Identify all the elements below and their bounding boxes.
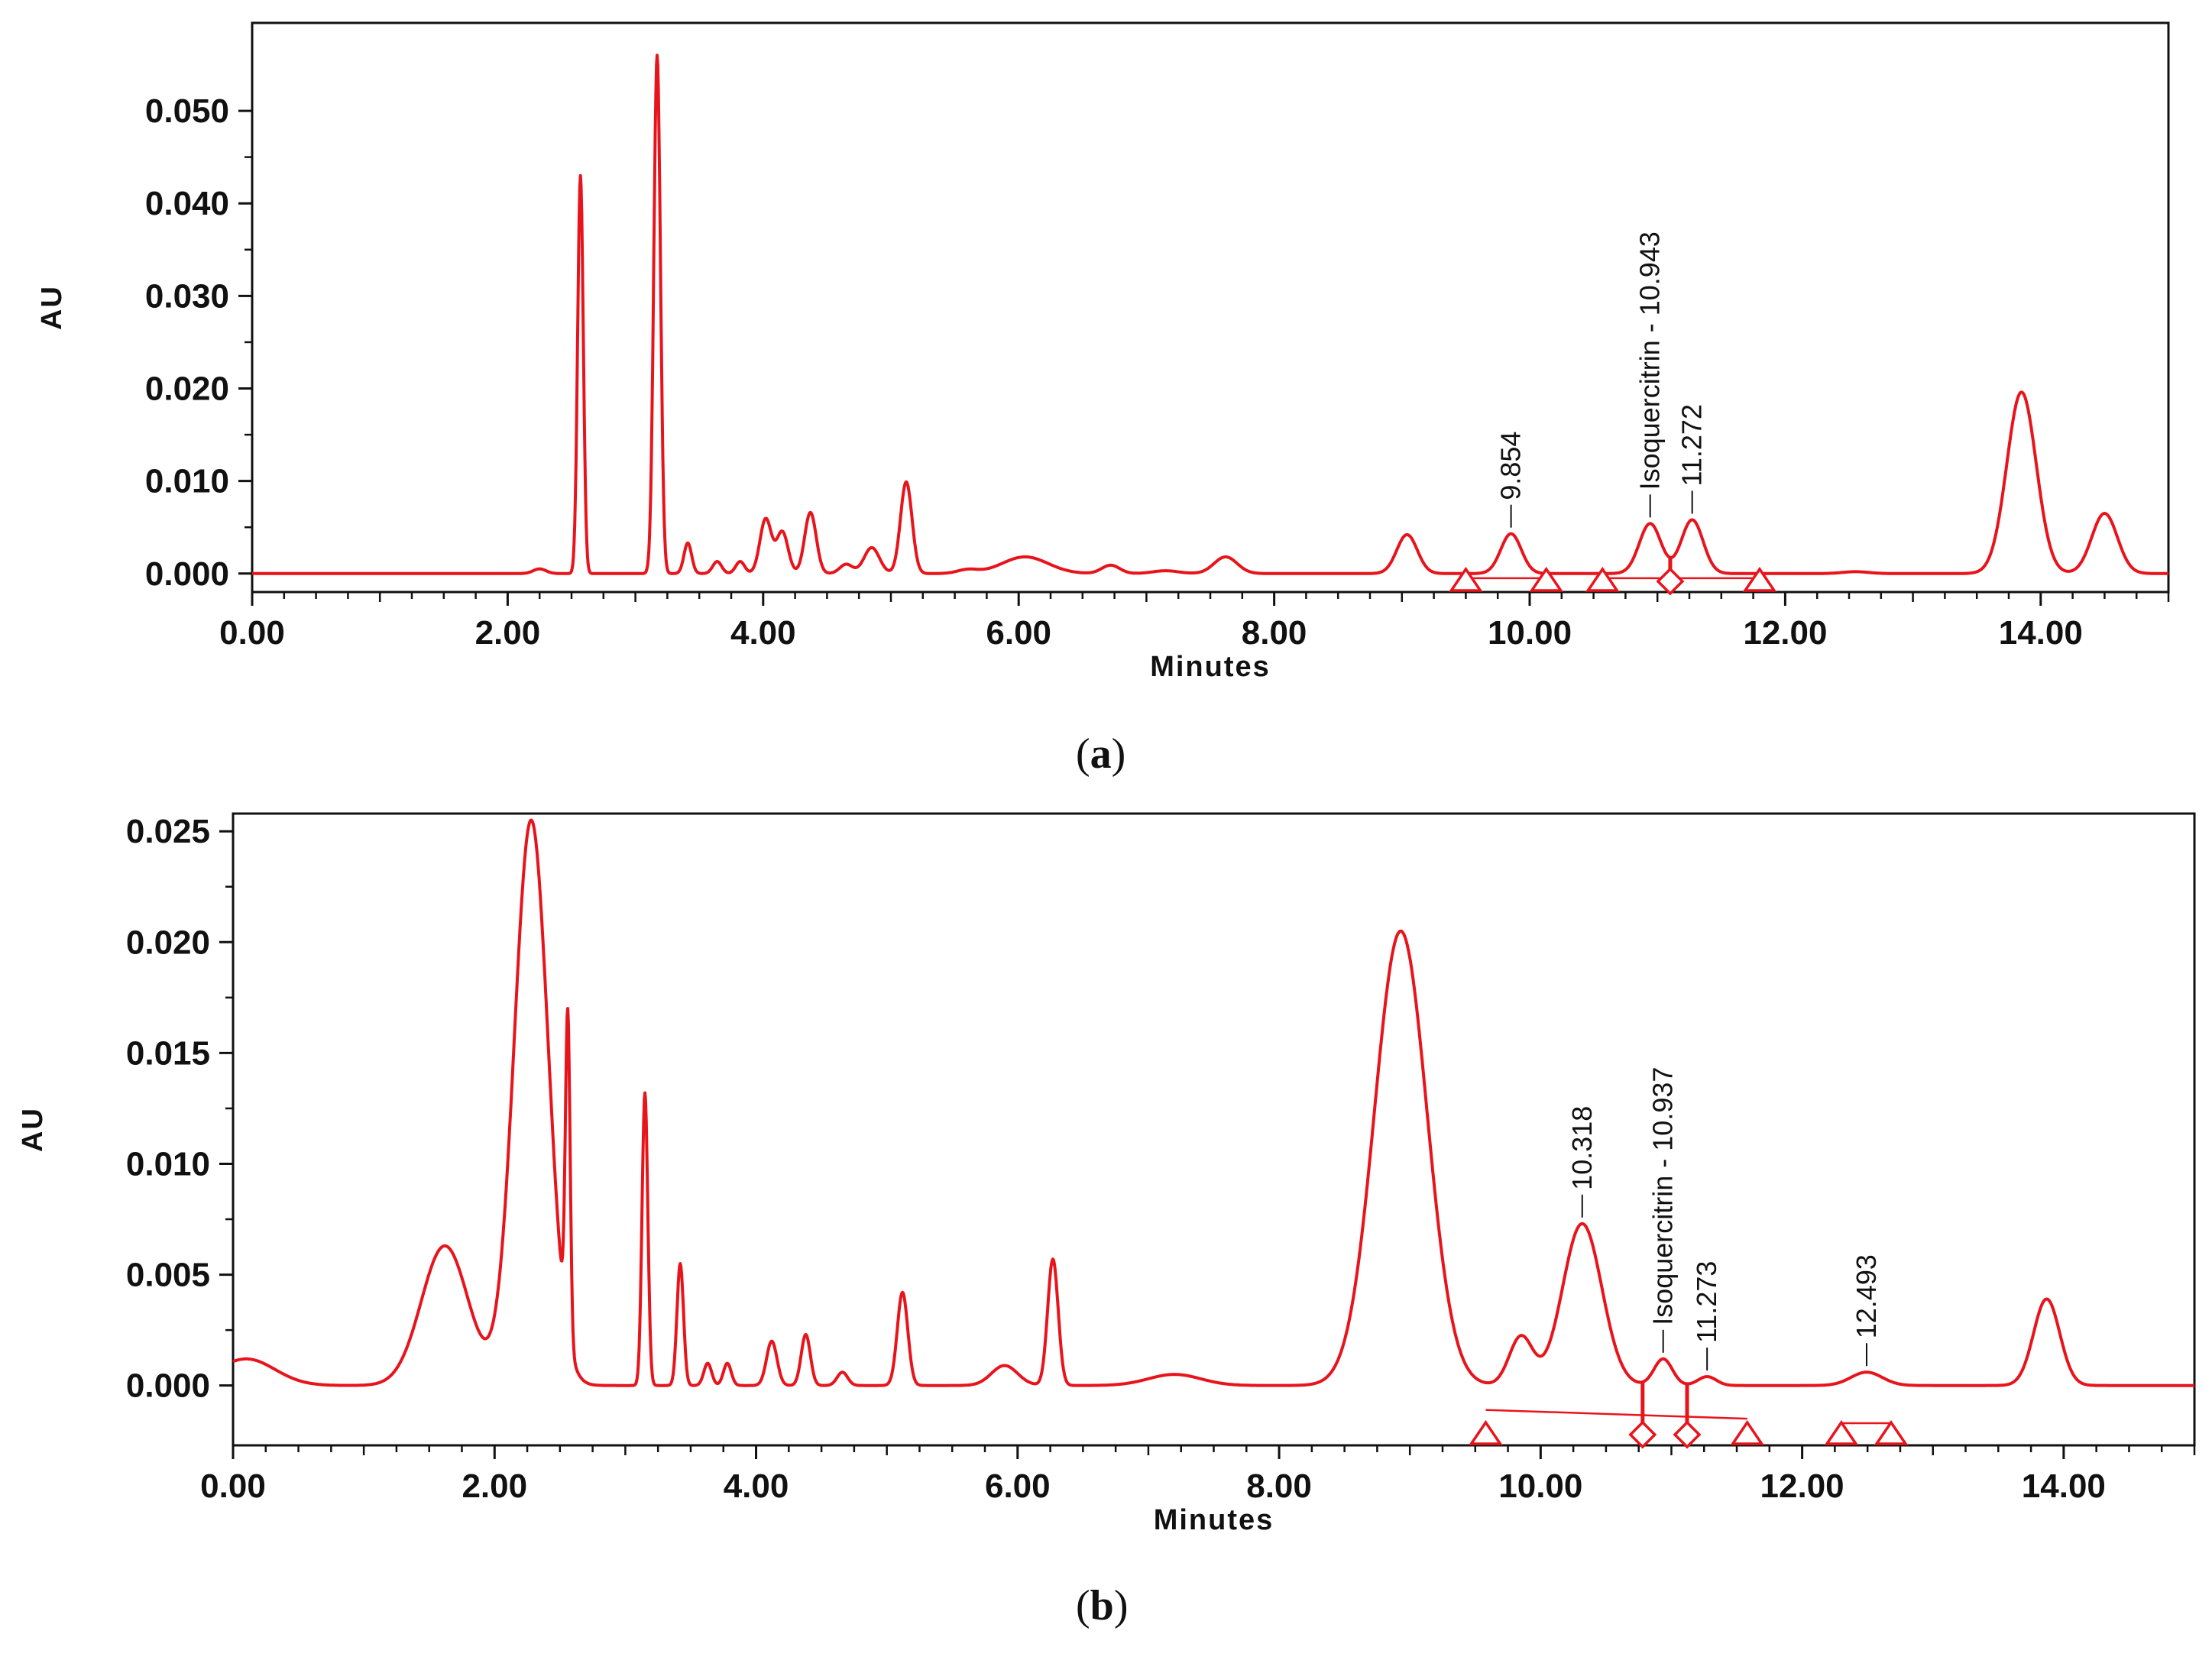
panel-a-caption: (a) <box>1076 730 1125 778</box>
triangle-marker <box>1824 1419 1859 1445</box>
caption-letter: b <box>1090 1582 1114 1629</box>
x-tick-label: 6.00 <box>986 614 1051 652</box>
caption-letter: a <box>1090 730 1112 778</box>
y-tick-label: 0.000 <box>145 555 229 593</box>
caption-open-paren: ( <box>1076 1582 1090 1629</box>
y-tick-label: 0.010 <box>145 463 229 500</box>
y-tick-label: 0.040 <box>145 185 229 222</box>
caption-close-paren: ) <box>1113 1582 1129 1629</box>
triangle-marker <box>1449 566 1483 592</box>
triangle-marker <box>1874 1419 1909 1445</box>
chromatogram-panel-a: 0.000 0.010 0.020 0.030 0.040 0.050 0.00 2.00 4.… <box>0 0 2212 810</box>
diamond-marker <box>1656 567 1685 596</box>
y-tick-label: 0.000 <box>126 1367 210 1405</box>
chromatogram-b-plot: 0.000 0.005 0.010 0.015 0.020 0.025 0.00 2.00 4.… <box>17 812 2196 1536</box>
triangle-marker <box>1585 566 1620 592</box>
x-tick-label: 4.00 <box>724 1467 789 1505</box>
chromatogram-trace <box>251 53 2170 575</box>
x-tick-label: 2.00 <box>462 1467 527 1505</box>
y-tick-label: 0.005 <box>126 1257 210 1294</box>
x-axis-title: Minutes <box>1150 651 1271 683</box>
diamond-marker <box>1628 1420 1657 1449</box>
y-axis-title: AU <box>17 1107 49 1152</box>
peak-retention-label: 10.318 <box>1566 1106 1598 1190</box>
peak-retention-label: 11.272 <box>1676 404 1708 486</box>
x-tick-label: 2.00 <box>475 614 541 652</box>
peak-retention-label: 12.493 <box>1851 1254 1882 1338</box>
caption-close-paren: ) <box>1111 730 1126 778</box>
triangle-marker <box>1529 566 1564 592</box>
x-tick-label: 8.00 <box>1242 614 1307 652</box>
peak-retention-label: Isoquercitrin - 10.943 <box>1634 231 1666 490</box>
y-tick-label: 0.050 <box>145 92 229 130</box>
x-tick-label: 12.00 <box>1743 614 1827 652</box>
triangle-marker <box>1742 566 1777 592</box>
plot-frame <box>251 21 2170 594</box>
y-tick-label: 0.025 <box>126 813 210 850</box>
x-tick-label: 4.00 <box>730 614 796 652</box>
x-axis-title: Minutes <box>1154 1504 1274 1536</box>
x-tick-label: 14.00 <box>1999 614 2083 652</box>
caption-open-paren: ( <box>1076 730 1090 778</box>
integration-baseline <box>1485 1409 1747 1420</box>
y-axis-title: AU <box>36 285 68 330</box>
y-tick-label: 0.020 <box>145 370 229 407</box>
x-tick-label: 8.00 <box>1246 1467 1312 1505</box>
y-tick-label: 0.010 <box>126 1145 210 1183</box>
y-tick-label: 0.015 <box>126 1034 210 1072</box>
chromatogram-panel-b: 0.000 0.005 0.010 0.015 0.020 0.025 0.00 2.00 4.… <box>0 810 2212 1660</box>
triangle-marker <box>1730 1419 1765 1445</box>
panel-b-caption: (b) <box>1076 1581 1128 1630</box>
diamond-marker <box>1673 1420 1702 1449</box>
plot-frame <box>232 812 2196 1447</box>
x-tick-label: 14.00 <box>2022 1467 2106 1505</box>
peak-retention-label: 11.273 <box>1691 1261 1722 1343</box>
x-tick-label: 10.00 <box>1498 1467 1582 1505</box>
x-tick-label: 12.00 <box>1760 1467 1844 1505</box>
chromatogram-trace <box>232 818 2196 1387</box>
x-tick-label: 0.00 <box>200 1467 266 1505</box>
x-tick-label: 0.00 <box>219 614 285 652</box>
x-tick-label: 6.00 <box>985 1467 1051 1505</box>
y-tick-label: 0.020 <box>126 924 210 961</box>
chromatogram-a-plot: 0.000 0.010 0.020 0.030 0.040 0.050 0.00 2.00 4.… <box>36 21 2170 683</box>
x-tick-label: 10.00 <box>1488 614 1572 652</box>
triangle-marker <box>1469 1419 1503 1445</box>
y-tick-label: 0.030 <box>145 277 229 315</box>
peak-retention-label: 9.854 <box>1495 432 1527 500</box>
peak-retention-label: Isoquercitrin - 10.937 <box>1647 1067 1679 1325</box>
